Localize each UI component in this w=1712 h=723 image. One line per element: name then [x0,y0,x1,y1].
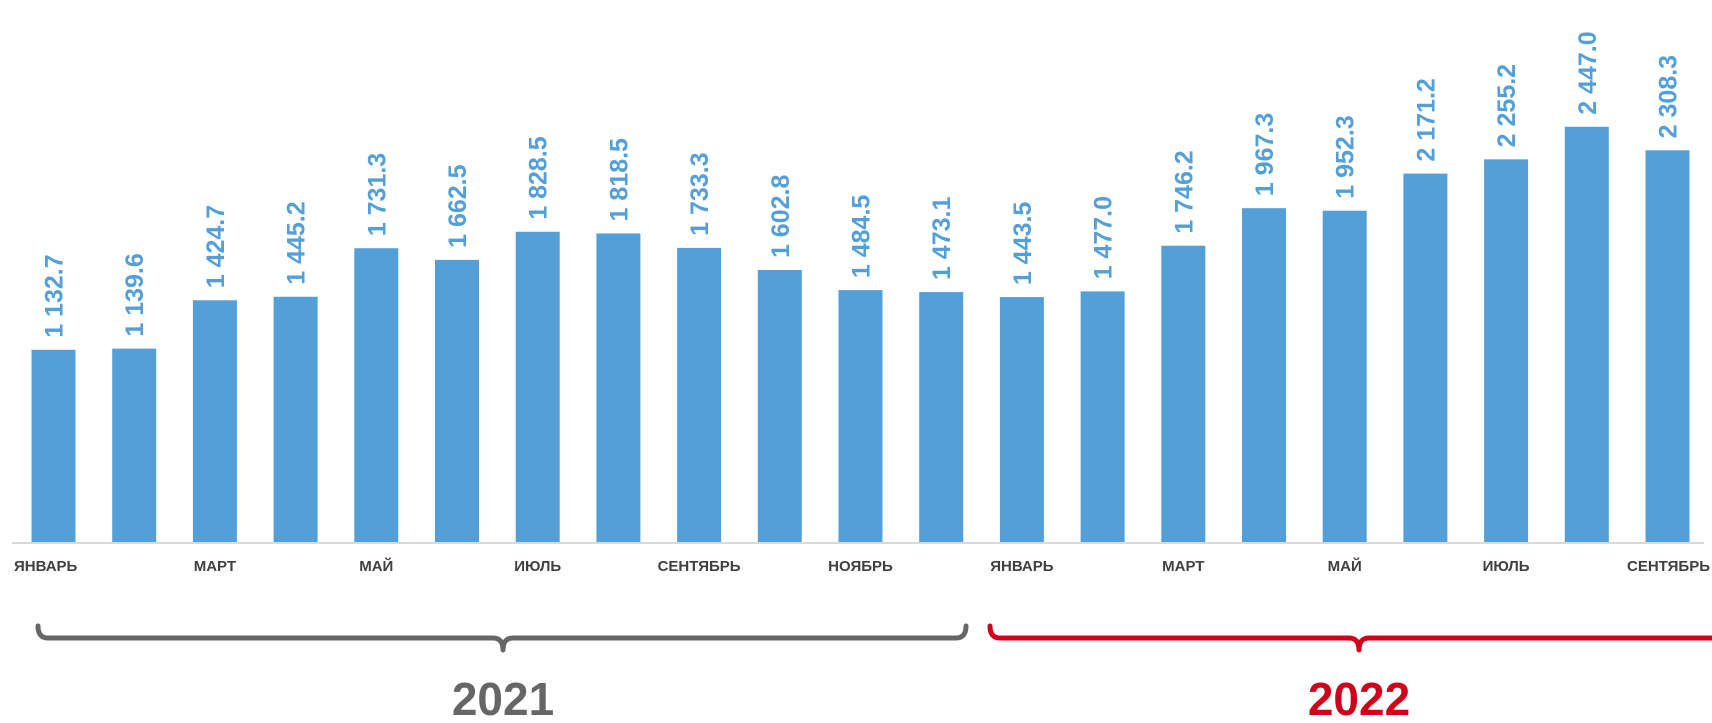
data-label-2021-09: 1 733.3 [686,152,714,235]
data-label-2021-10: 1 602.8 [767,175,795,259]
data-label-2022-08: 2 447.0 [1574,31,1602,114]
bar-2021-06 [435,259,479,542]
value-labels-group: 1 132.7 1 139.6 1 424.7 1 445.2 1 731.3 1 662… [41,31,1683,337]
data-label-2021-11: 1 484.5 [848,195,876,279]
bar-2021-09 [677,247,722,542]
x-tick-label: МАРТ [194,558,236,575]
data-label-2022-03: 1 746.2 [1170,150,1198,233]
data-label-2022-01: 1 443.5 [1009,202,1037,286]
bar-2021-04 [273,296,318,542]
data-label-2021-04: 1 445.2 [283,201,311,284]
x-tick-label: МАЙ [1328,557,1362,575]
bar-2021-08 [596,233,641,542]
bar-2022-05 [1322,210,1367,542]
data-label-2021-01: 1 132.7 [41,254,69,337]
x-tick-label: ЯНВАРЬ [14,558,78,575]
data-label-2021-03: 1 424.7 [202,205,230,288]
year-bracket-2022 [987,623,1712,653]
year-bracket-2021 [35,623,969,653]
data-label-2021-05: 1 731.3 [363,153,391,236]
bars-group [31,126,1690,543]
data-label-2022-06: 2 171.2 [1412,78,1440,161]
data-label-2022-04: 1 967.3 [1251,113,1279,196]
bar-2022-07 [1484,159,1529,543]
x-tick-label: МАЙ [359,557,393,575]
data-label-2021-06: 1 662.5 [444,164,472,248]
bar-2022-08 [1564,126,1609,543]
data-label-2022-09: 2 308.3 [1655,55,1683,138]
data-label-2022-02: 1 477.0 [1090,196,1118,279]
data-label-2021-07: 1 828.5 [525,136,553,220]
data-label-2021-02: 1 139.6 [121,253,149,336]
bar-2021-10 [757,270,802,542]
bar-2022-01 [999,297,1044,542]
bar-2021-01 [31,349,76,542]
bar-2021-02 [112,348,157,542]
x-tick-label: МАРТ [1162,558,1204,575]
x-tick-label: ИЮЛЬ [514,558,561,575]
bar-2022-09 [1645,150,1690,543]
data-label-2022-07: 2 255.2 [1493,64,1521,147]
x-tick-label: НОЯБРЬ [828,558,893,575]
bar-2022-06 [1403,173,1448,542]
bar-2022-04 [1242,208,1286,542]
x-tick-label: ЯНВАРЬ [990,558,1054,575]
data-label-2022-05: 1 952.3 [1332,115,1360,198]
x-tick-label: ИЮЛЬ [1483,558,1530,575]
bar-2021-12 [919,292,964,542]
bar-2022-02 [1080,291,1125,542]
x-tick-labels-group: ЯНВАРЬ МАРТ МАЙ ИЮЛЬ СЕНТЯБРЬ НОЯБРЬ ЯНВАРЬ МАР… [14,557,1710,575]
bar-2021-03 [192,300,237,542]
bar-2021-07 [515,231,560,543]
year-label-2021: 2021 [452,673,554,718]
data-label-2021-08: 1 818.5 [605,138,633,222]
bar-2021-11 [838,290,883,542]
year-label-2022: 2022 [1308,673,1410,718]
bar-2021-05 [354,248,399,542]
bar-2022-03 [1161,245,1206,543]
x-tick-label: СЕНТЯБРЬ [1627,558,1710,575]
x-tick-label: СЕНТЯБРЬ [658,558,741,575]
data-label-2021-12: 1 473.1 [928,197,956,281]
year-groups: 2021 2022 [35,623,1712,723]
